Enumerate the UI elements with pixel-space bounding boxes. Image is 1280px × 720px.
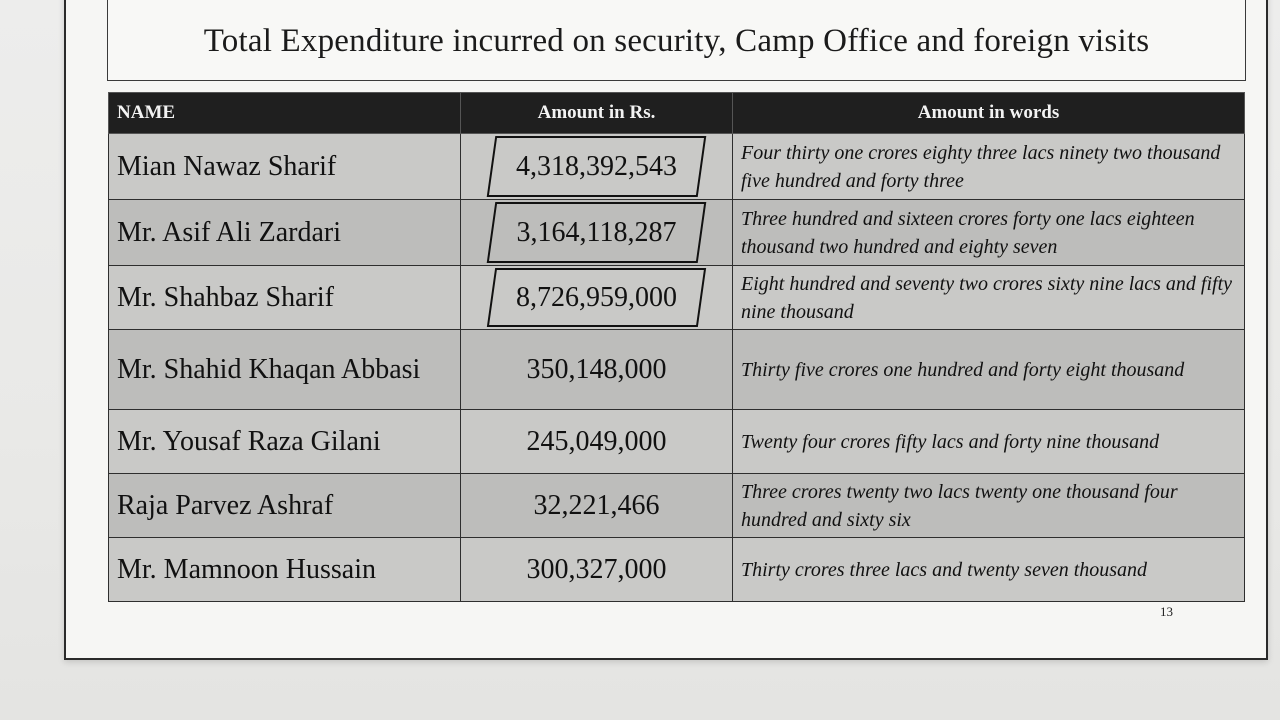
row-name: Mr. Yousaf Raza Gilani [108,409,461,474]
row-amount-value: 3,164,118,287 [516,216,677,248]
header-amount: Amount in Rs. [460,92,733,134]
row-name: Mr. Shahid Khaqan Abbasi [108,329,461,410]
table-row: Mr. Asif Ali Zardari 3,164,118,287 Three… [108,199,1245,266]
table-row: Mr. Mamnoon Hussain 300,327,000 Thirty c… [108,537,1245,602]
row-amount-value: 8,726,959,000 [516,281,677,313]
row-amount: 4,318,392,543 [460,133,733,200]
table-row: Mr. Shahbaz Sharif 8,726,959,000 Eight h… [108,265,1245,330]
page-number: 13 [1160,604,1173,619]
row-words: Thirty crores three lacs and twenty seve… [732,537,1245,602]
document-title: Total Expenditure incurred on security, … [203,22,1150,59]
row-words: Four thirty one crores eighty three lacs… [732,133,1245,200]
row-amount: 32,221,466 [460,473,733,538]
row-amount: 8,726,959,000 [460,265,733,330]
table-row: Mr. Shahid Khaqan Abbasi 350,148,000 Thi… [108,329,1245,410]
row-words: Three hundred and sixteen crores forty o… [732,199,1245,266]
row-name: Mr. Shahbaz Sharif [108,265,461,330]
row-words: Twenty four crores fifty lacs and forty … [732,409,1245,474]
row-amount: 3,164,118,287 [460,199,733,266]
expenditure-table: NAME Amount in Rs. Amount in words Mian … [108,92,1245,602]
title-box: Total Expenditure incurred on security, … [107,0,1246,81]
row-name: Mr. Mamnoon Hussain [108,537,461,602]
row-name: Mr. Asif Ali Zardari [108,199,461,266]
row-words: Three crores twenty two lacs twenty one … [732,473,1245,538]
row-words: Eight hundred and seventy two crores six… [732,265,1245,330]
row-amount: 300,327,000 [460,537,733,602]
row-amount: 350,148,000 [460,329,733,410]
row-name: Mian Nawaz Sharif [108,133,461,200]
table-row: Mr. Yousaf Raza Gilani 245,049,000 Twent… [108,409,1245,474]
row-amount-value: 4,318,392,543 [516,150,677,182]
table-row: Mian Nawaz Sharif 4,318,392,543 Four thi… [108,133,1245,200]
row-words: Thirty five crores one hundred and forty… [732,329,1245,410]
header-words: Amount in words [732,92,1245,134]
row-amount: 245,049,000 [460,409,733,474]
header-name: NAME [108,92,461,134]
row-name: Raja Parvez Ashraf [108,473,461,538]
table-header-row: NAME Amount in Rs. Amount in words [108,92,1245,134]
table-row: Raja Parvez Ashraf 32,221,466 Three cror… [108,473,1245,538]
